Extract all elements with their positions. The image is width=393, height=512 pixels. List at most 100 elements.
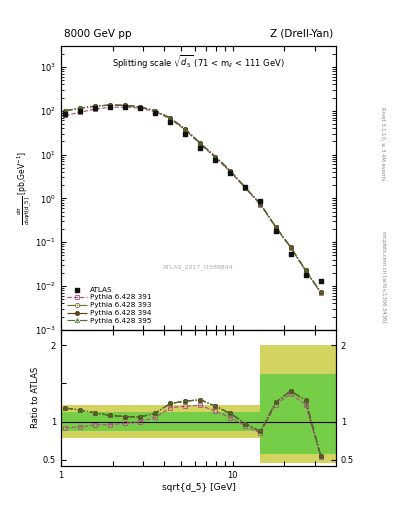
Pythia 6.428 393: [63, 108, 68, 114]
Pythia 6.428 393: [123, 102, 128, 109]
ATLAS: [227, 169, 233, 177]
Pythia 6.428 395: [63, 108, 68, 114]
ATLAS: [92, 104, 99, 112]
Pythia 6.428 395: [243, 185, 248, 191]
Pythia 6.428 391: [153, 109, 158, 115]
ATLAS: [242, 183, 249, 191]
Pythia 6.428 395: [303, 267, 308, 273]
Pythia 6.428 391: [183, 127, 188, 133]
Line: Pythia 6.428 394: Pythia 6.428 394: [63, 103, 323, 294]
ATLAS: [62, 110, 68, 118]
Pythia 6.428 395: [183, 126, 188, 132]
Pythia 6.428 394: [93, 103, 98, 109]
Pythia 6.428 394: [318, 289, 323, 295]
Line: Pythia 6.428 391: Pythia 6.428 391: [63, 105, 323, 295]
ATLAS: [122, 102, 129, 111]
Text: mcplots.cern.ch [arXiv:1306.3436]: mcplots.cern.ch [arXiv:1306.3436]: [381, 231, 386, 322]
Pythia 6.428 391: [228, 169, 233, 175]
Pythia 6.428 393: [108, 102, 113, 108]
Pythia 6.428 394: [258, 201, 263, 207]
ATLAS: [212, 156, 219, 164]
ATLAS: [318, 277, 324, 285]
ATLAS: [182, 130, 189, 138]
Pythia 6.428 393: [258, 201, 263, 207]
ATLAS: [152, 109, 158, 117]
Pythia 6.428 393: [228, 168, 233, 174]
Pythia 6.428 394: [228, 168, 233, 174]
Pythia 6.428 395: [288, 244, 293, 250]
Pythia 6.428 394: [63, 108, 68, 114]
Pythia 6.428 395: [228, 168, 233, 174]
Pythia 6.428 394: [183, 126, 188, 132]
Pythia 6.428 391: [93, 106, 98, 112]
ATLAS: [287, 249, 294, 258]
Pythia 6.428 394: [288, 244, 293, 250]
Pythia 6.428 391: [273, 224, 278, 230]
Pythia 6.428 393: [273, 224, 278, 230]
Pythia 6.428 394: [243, 185, 248, 191]
Text: Splitting scale $\sqrt{d_5}$ (71 < m$_{ll}$ < 111 GeV): Splitting scale $\sqrt{d_5}$ (71 < m$_{l…: [112, 53, 285, 70]
Text: 8000 GeV pp: 8000 GeV pp: [64, 29, 131, 39]
Text: Z (Drell-Yan): Z (Drell-Yan): [270, 29, 333, 39]
Line: Pythia 6.428 393: Pythia 6.428 393: [63, 103, 323, 294]
Pythia 6.428 395: [273, 224, 278, 230]
Pythia 6.428 395: [138, 104, 143, 110]
Y-axis label: Ratio to ATLAS: Ratio to ATLAS: [31, 367, 40, 429]
Pythia 6.428 393: [213, 154, 218, 160]
Pythia 6.428 394: [123, 102, 128, 109]
Pythia 6.428 391: [258, 202, 263, 208]
Pythia 6.428 393: [183, 126, 188, 132]
ATLAS: [257, 197, 264, 205]
ATLAS: [107, 102, 114, 111]
Pythia 6.428 391: [63, 113, 68, 119]
Pythia 6.428 391: [108, 104, 113, 111]
Pythia 6.428 395: [123, 102, 128, 109]
Text: ATLAS_2017_I1589844: ATLAS_2017_I1589844: [163, 265, 234, 270]
Pythia 6.428 391: [303, 268, 308, 274]
ATLAS: [167, 118, 174, 126]
Pythia 6.428 393: [318, 289, 323, 295]
Pythia 6.428 394: [78, 105, 83, 111]
ATLAS: [137, 104, 143, 112]
Pythia 6.428 395: [198, 140, 203, 146]
Pythia 6.428 393: [243, 185, 248, 191]
Pythia 6.428 391: [123, 104, 128, 110]
Text: Rivet 3.1.10, ≥ 3.4M events: Rivet 3.1.10, ≥ 3.4M events: [381, 106, 386, 180]
Pythia 6.428 391: [138, 105, 143, 111]
Pythia 6.428 393: [303, 267, 308, 273]
Pythia 6.428 394: [198, 140, 203, 146]
Pythia 6.428 394: [108, 102, 113, 108]
Pythia 6.428 393: [93, 103, 98, 109]
Pythia 6.428 393: [168, 115, 173, 121]
Pythia 6.428 391: [288, 245, 293, 251]
Pythia 6.428 393: [153, 108, 158, 114]
Pythia 6.428 395: [258, 201, 263, 207]
ATLAS: [197, 144, 204, 152]
Pythia 6.428 395: [93, 103, 98, 109]
Pythia 6.428 393: [288, 244, 293, 250]
Pythia 6.428 391: [198, 141, 203, 147]
Pythia 6.428 391: [243, 185, 248, 191]
ATLAS: [303, 271, 309, 279]
Pythia 6.428 395: [318, 289, 323, 295]
Line: Pythia 6.428 395: Pythia 6.428 395: [63, 103, 323, 294]
Pythia 6.428 391: [168, 116, 173, 122]
X-axis label: sqrt{d_5} [GeV]: sqrt{d_5} [GeV]: [162, 482, 235, 492]
Pythia 6.428 393: [138, 104, 143, 110]
Pythia 6.428 394: [168, 115, 173, 121]
Pythia 6.428 395: [168, 115, 173, 121]
ATLAS: [272, 227, 279, 235]
Pythia 6.428 395: [153, 108, 158, 114]
Pythia 6.428 394: [303, 267, 308, 273]
Pythia 6.428 391: [213, 155, 218, 161]
Pythia 6.428 395: [78, 105, 83, 111]
Pythia 6.428 391: [78, 109, 83, 115]
Pythia 6.428 394: [273, 224, 278, 230]
Pythia 6.428 395: [108, 102, 113, 108]
Legend: ATLAS, Pythia 6.428 391, Pythia 6.428 393, Pythia 6.428 394, Pythia 6.428 395: ATLAS, Pythia 6.428 391, Pythia 6.428 39…: [64, 284, 154, 326]
Y-axis label: $\frac{d\sigma}{d\mathrm{sqrt[d\_5]}}$ [pb,GeV$^{-1}$]: $\frac{d\sigma}{d\mathrm{sqrt[d\_5]}}$ […: [15, 151, 34, 225]
ATLAS: [77, 106, 84, 115]
Pythia 6.428 395: [213, 154, 218, 160]
Pythia 6.428 394: [153, 108, 158, 114]
Pythia 6.428 393: [78, 105, 83, 111]
